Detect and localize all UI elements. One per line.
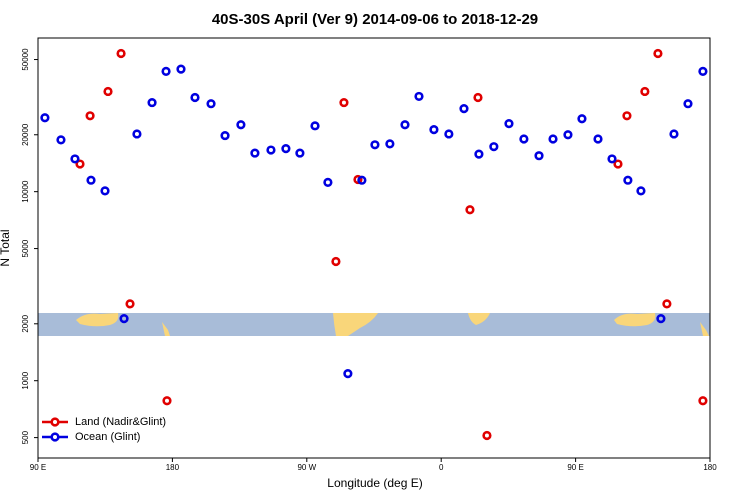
point <box>653 48 663 59</box>
point <box>103 86 113 97</box>
point <box>669 129 679 139</box>
point <box>281 143 291 154</box>
legend-entry: Land (Nadir&Glint) <box>42 416 166 428</box>
x-tick-label: 90 W <box>297 463 316 472</box>
point <box>623 175 633 185</box>
x-tick-label: 180 <box>703 463 717 472</box>
point <box>86 175 96 185</box>
point <box>85 111 95 121</box>
y-tick-label: 1000 <box>21 371 30 389</box>
point <box>636 186 646 196</box>
y-tick-label: 20000 <box>21 123 30 146</box>
point <box>206 99 216 109</box>
point <box>147 97 157 108</box>
point <box>220 130 230 141</box>
point <box>473 92 483 103</box>
legend-marker <box>50 432 60 442</box>
x-axis-label: Longitude (deg E) <box>327 476 422 490</box>
point <box>161 66 171 76</box>
point <box>613 159 623 169</box>
point <box>162 396 172 406</box>
point <box>683 99 693 109</box>
point <box>266 145 276 155</box>
point <box>489 142 499 152</box>
point <box>323 177 333 187</box>
legend-entry: Ocean (Glint) <box>42 431 140 443</box>
legend-marker <box>50 417 60 427</box>
point <box>385 139 395 149</box>
point <box>190 92 200 103</box>
point <box>176 64 186 74</box>
point <box>482 430 492 441</box>
point <box>548 134 558 144</box>
point <box>132 129 142 139</box>
point <box>465 205 475 215</box>
point <box>622 111 632 121</box>
y-tick-label: 5000 <box>21 239 30 257</box>
x-tick-label: 180 <box>166 463 180 472</box>
point <box>40 113 50 123</box>
y-tick-label: 500 <box>21 430 30 444</box>
point <box>370 140 380 150</box>
point <box>75 159 85 169</box>
point <box>116 48 126 59</box>
point <box>414 91 424 102</box>
y-tick-label: 50000 <box>21 48 30 71</box>
y-tick-label: 10000 <box>21 180 30 203</box>
point <box>236 120 246 130</box>
x-tick-label: 90 E <box>567 463 583 472</box>
x-tick-label: 0 <box>439 463 444 472</box>
point <box>429 124 439 135</box>
point <box>534 151 544 161</box>
point <box>593 134 603 144</box>
point <box>563 130 573 140</box>
map-strip <box>38 313 710 336</box>
point <box>459 104 469 114</box>
point <box>698 396 708 406</box>
point <box>295 148 305 158</box>
point <box>577 114 587 124</box>
point <box>119 314 129 324</box>
x-tick-label: 90 E <box>30 463 46 472</box>
point <box>70 154 80 164</box>
point <box>310 121 320 131</box>
point <box>56 135 66 145</box>
point <box>640 86 650 97</box>
point <box>100 186 110 196</box>
point <box>519 134 529 144</box>
point <box>698 66 708 76</box>
point <box>353 174 363 185</box>
point <box>339 97 349 108</box>
point <box>250 148 260 158</box>
point <box>607 154 617 164</box>
point <box>662 299 672 309</box>
y-tick-label: 2000 <box>21 314 30 332</box>
y-axis-label: N Total <box>0 229 12 266</box>
point <box>357 175 367 185</box>
point <box>343 369 353 379</box>
point <box>400 120 410 130</box>
legend-label: Land (Nadir&Glint) <box>75 416 166 428</box>
point <box>504 119 514 129</box>
point <box>656 314 666 324</box>
point <box>444 129 454 139</box>
point <box>474 149 484 159</box>
legend-label: Ocean (Glint) <box>75 431 140 443</box>
point <box>125 299 135 309</box>
point <box>331 256 341 267</box>
chart-title: 40S-30S April (Ver 9) 2014-09-06 to 2018… <box>212 11 538 28</box>
plot-frame <box>37 37 711 459</box>
